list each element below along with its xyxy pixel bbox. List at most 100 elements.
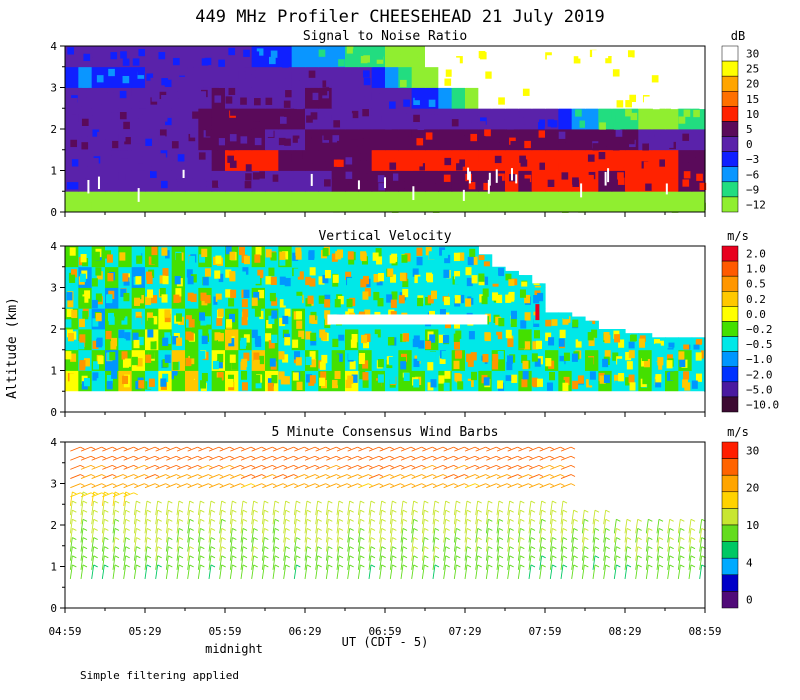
- wind-barb-flag: [72, 546, 77, 550]
- snr-texture: [299, 73, 306, 81]
- snr-texture: [362, 138, 370, 146]
- vv-texture: [310, 358, 317, 368]
- snr-texture: [272, 174, 280, 182]
- snr-texture: [99, 114, 107, 122]
- wind-barb-flag: [200, 500, 205, 504]
- wind-barb-flag: [552, 518, 557, 522]
- vv-texture: [69, 274, 76, 283]
- colorbar-swatch: [721, 196, 739, 213]
- snr-texture: [292, 179, 300, 187]
- vv-texture: [200, 380, 207, 389]
- vv-texture: [524, 294, 531, 304]
- colorbar-swatch: [721, 121, 739, 137]
- wind-barb-flag: [264, 528, 269, 531]
- wind-barb: [69, 564, 73, 580]
- wind-barb: [144, 528, 148, 543]
- vv-texture: [588, 337, 595, 347]
- vv-texture: [337, 295, 344, 305]
- snr-texture: [426, 58, 433, 66]
- snr-texture: [172, 91, 179, 99]
- vv-texture: [364, 309, 371, 318]
- vv-updraft: [535, 304, 540, 321]
- snr-texture: [65, 78, 72, 86]
- wind-barb-flag: [594, 537, 600, 540]
- wind-barb: [496, 528, 500, 543]
- snr-texture: [385, 56, 393, 65]
- snr-texture: [346, 199, 354, 207]
- wind-barb-flag: [317, 509, 322, 513]
- vv-texture: [495, 316, 502, 326]
- wind-barb: [421, 510, 425, 525]
- wind-barb: [550, 464, 561, 470]
- snr-texture: [319, 161, 327, 170]
- vv-texture: [318, 276, 325, 285]
- snr-texture: [296, 194, 304, 202]
- colorbar-label: −6: [746, 168, 759, 181]
- wind-barb-flag: [442, 483, 448, 487]
- wind-barb: [325, 555, 329, 570]
- wind-barb-flag: [509, 500, 514, 504]
- snr-texture: [413, 114, 420, 123]
- snr-texture: [431, 90, 439, 98]
- wind-barb-flag: [400, 483, 405, 487]
- snr-texture: [612, 197, 619, 205]
- snr-texture: [245, 173, 252, 181]
- wind-barb: [251, 546, 255, 561]
- vv-texture: [212, 360, 219, 370]
- wind-barb-flag: [146, 500, 152, 504]
- snr-texture: [78, 68, 86, 77]
- vv-texture: [201, 297, 208, 306]
- snr-texture: [305, 158, 313, 167]
- wind-barb-flag: [72, 500, 77, 504]
- wind-barb-flag: [506, 455, 512, 459]
- vv-texture: [162, 275, 169, 285]
- vv-texture: [225, 246, 232, 255]
- wind-barb-flag: [176, 474, 181, 477]
- vv-texture: [587, 332, 594, 341]
- snr-texture: [334, 99, 342, 107]
- vv-texture: [505, 375, 512, 384]
- wind-barb: [464, 464, 476, 470]
- wind-barb: [613, 519, 617, 534]
- wind-barb: [197, 537, 201, 552]
- wind-barb: [240, 446, 252, 452]
- wind-barb-flag: [82, 491, 88, 495]
- wind-barb-flag: [402, 546, 408, 550]
- snr-texture: [177, 154, 185, 162]
- snr-texture: [534, 142, 542, 150]
- snr-texture: [112, 140, 119, 149]
- wind-barb: [304, 474, 316, 479]
- vv-texture: [481, 295, 488, 305]
- wind-barb-flag: [314, 464, 320, 468]
- wind-barb: [112, 483, 124, 489]
- panel-title: 5 Minute Consensus Wind Barbs: [272, 425, 499, 440]
- vv-texture: [121, 316, 128, 325]
- wind-barb-flag: [122, 446, 128, 450]
- wind-barb-flag: [253, 555, 258, 559]
- wind-barb-flag: [114, 555, 120, 559]
- vv-texture: [255, 380, 262, 389]
- snr-texture: [388, 118, 396, 126]
- vv-texture: [309, 315, 316, 324]
- snr-texture: [253, 78, 261, 86]
- wind-barb: [208, 546, 212, 561]
- wind-barb: [603, 555, 607, 570]
- wind-barb: [262, 446, 273, 452]
- snr-texture: [147, 204, 155, 213]
- wind-barb: [560, 455, 572, 461]
- wind-barb-flag: [466, 500, 472, 504]
- snr-texture: [532, 155, 540, 164]
- vv-texture: [518, 340, 525, 349]
- snr-texture: [228, 74, 236, 82]
- wind-barb: [603, 564, 607, 580]
- wind-barb-flag: [402, 500, 408, 504]
- vv-texture: [279, 251, 286, 260]
- snr-gap: [580, 183, 583, 198]
- wind-barb: [272, 537, 276, 552]
- wind-barb-flag: [648, 528, 653, 531]
- snr-texture: [243, 49, 250, 57]
- y-tick-label: 0: [50, 206, 57, 219]
- snr-texture: [362, 191, 369, 199]
- wind-barb-flag: [424, 555, 429, 559]
- snr-texture: [312, 92, 320, 101]
